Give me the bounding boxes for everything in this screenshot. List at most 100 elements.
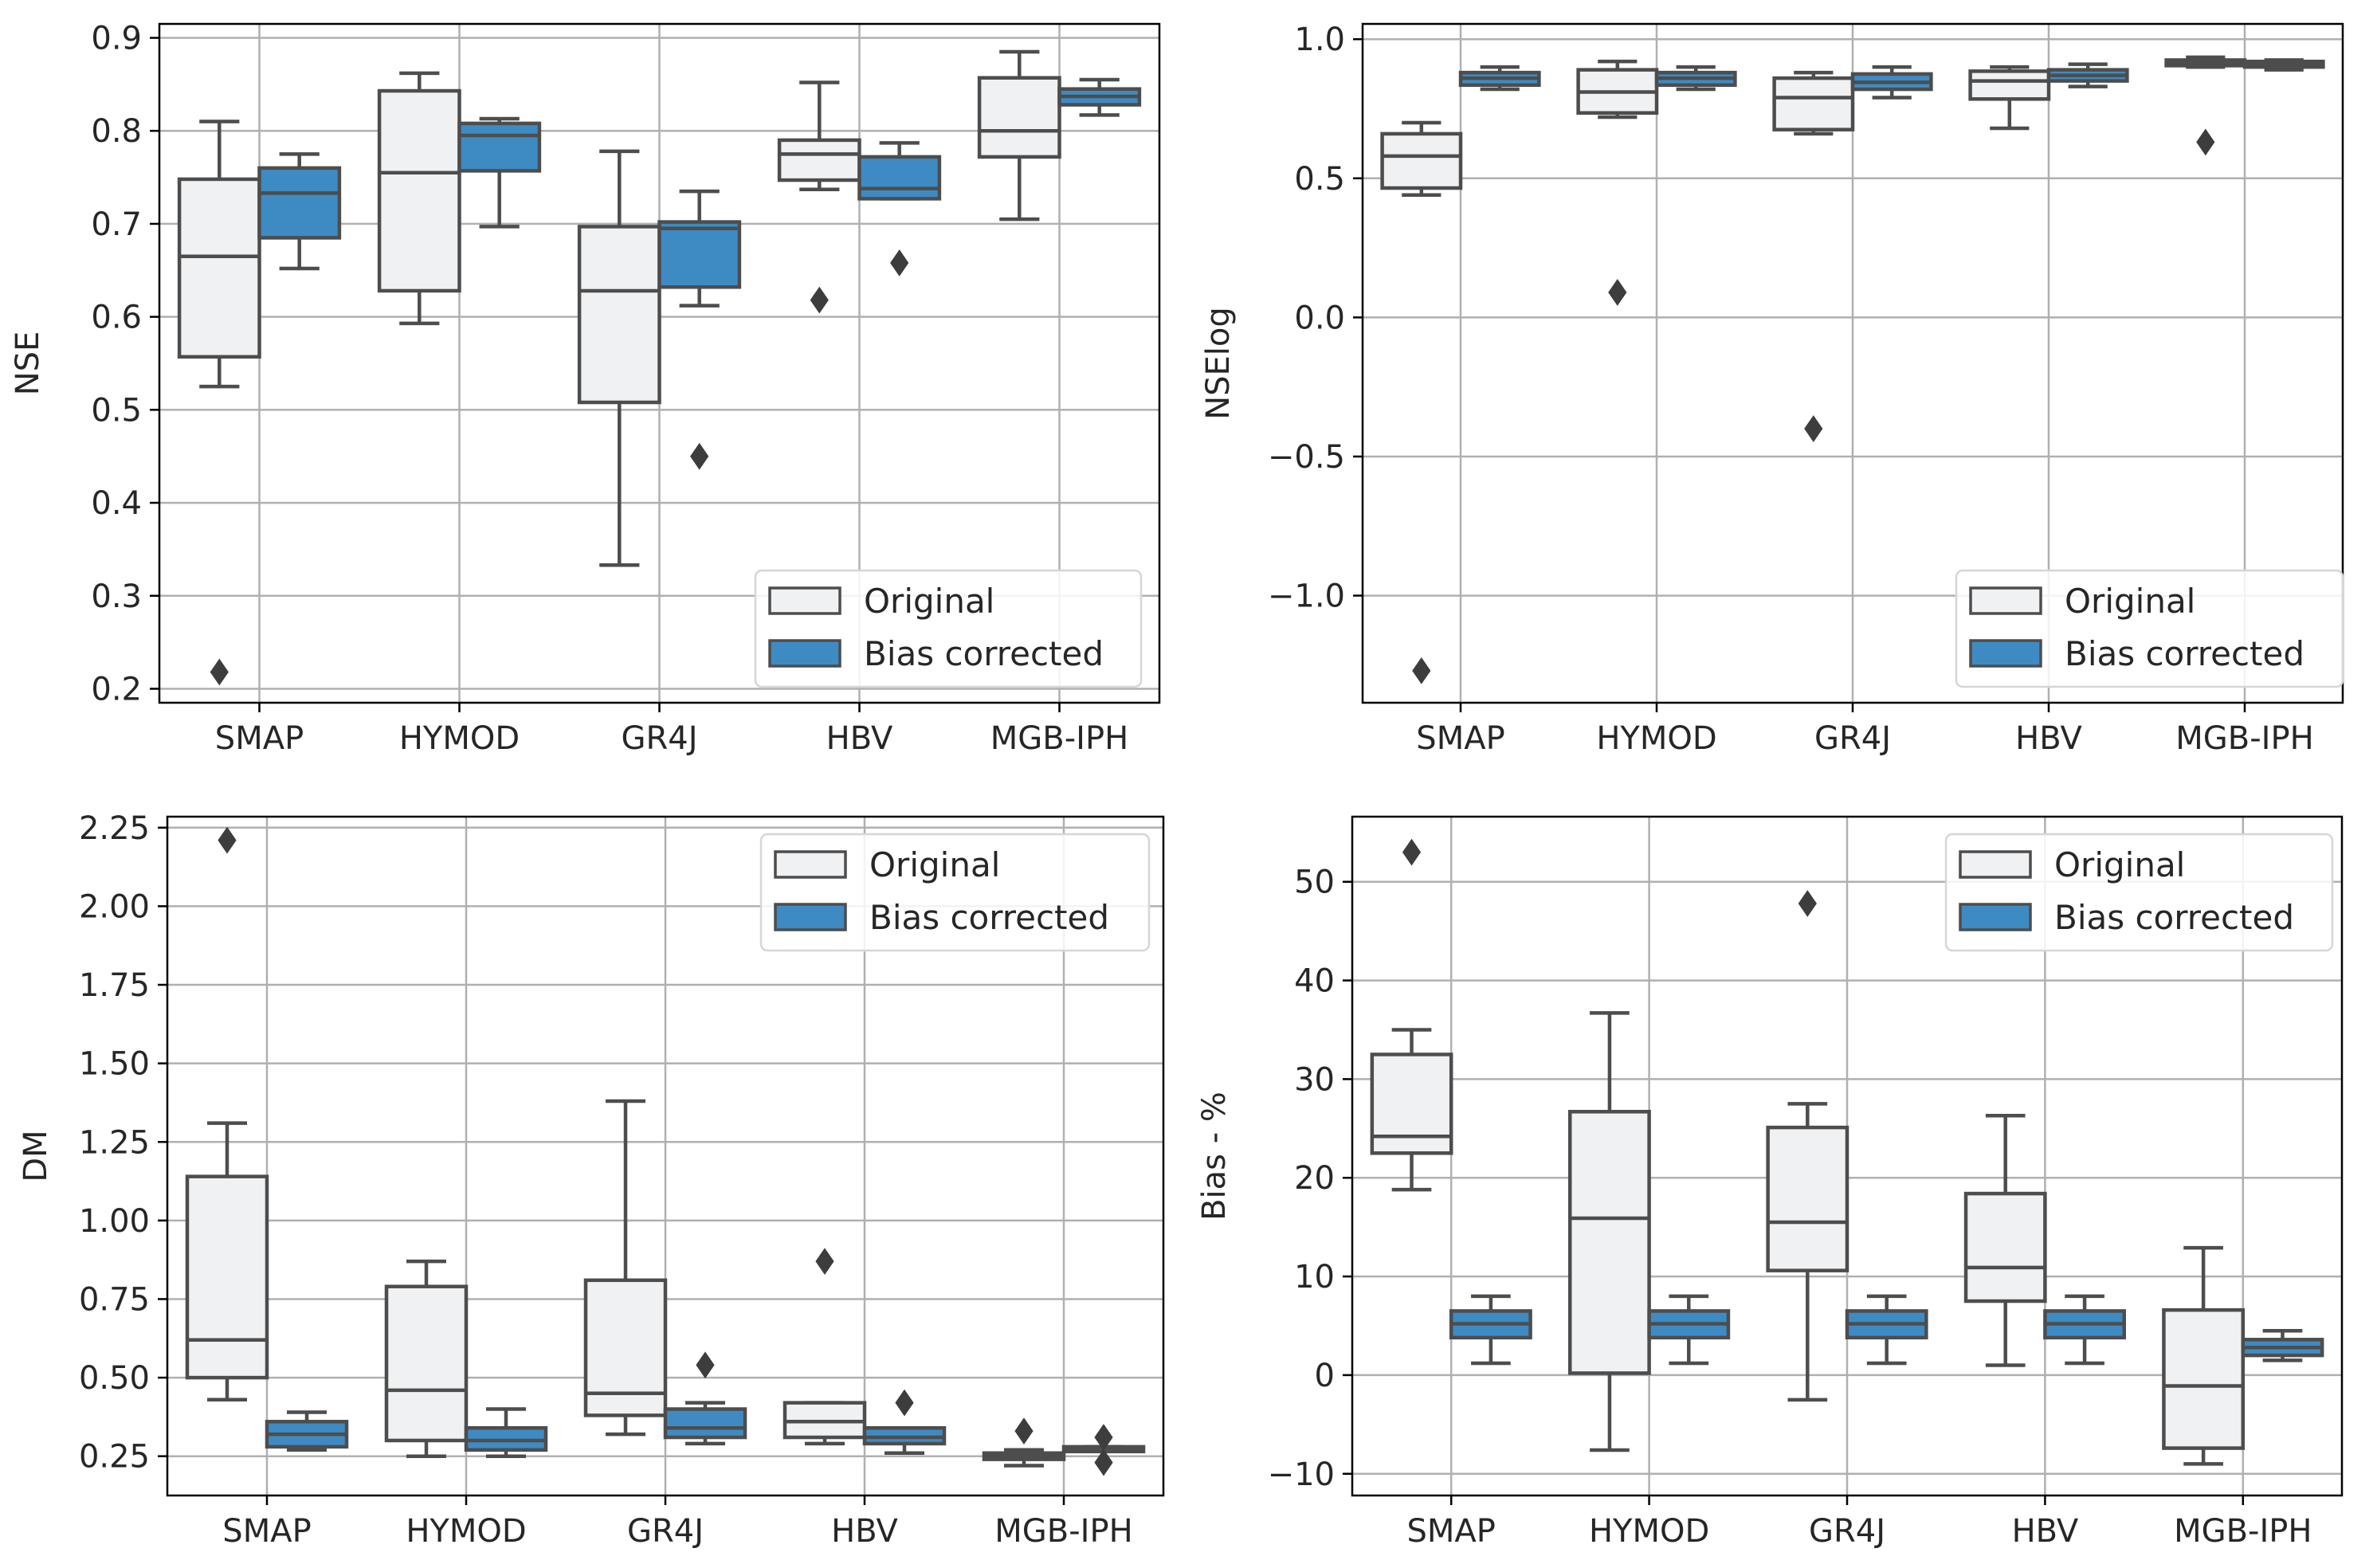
box-hymod-original — [384, 1259, 469, 1458]
y-tick-label: 1.50 — [79, 1046, 150, 1083]
legend-frame — [1955, 569, 2344, 688]
legend: Original Bias corrected — [1944, 833, 2334, 952]
box-hymod-bias-corrected — [464, 1407, 548, 1458]
y-axis-label: NSE — [10, 331, 46, 396]
outlier-marker — [890, 249, 909, 276]
y-tick-label: 50 — [1294, 864, 1335, 901]
x-tick-label: MGB-IPH — [994, 1513, 1132, 1550]
y-tick-label: 2.00 — [79, 888, 150, 925]
x-tick-label: MGB-IPH — [2174, 1513, 2312, 1550]
y-tick-label: 40 — [1294, 963, 1335, 1000]
box-smap-bias-corrected — [1458, 65, 1541, 92]
legend: Original Bias corrected — [754, 569, 1143, 688]
panel-2: −1.0 −0.5 0.0 0.5 1.0 SMAP HYMOD GR4J HBV MGB-IPH… — [1200, 22, 2344, 757]
boxes — [1380, 55, 2325, 684]
box-smap-original — [1380, 120, 1463, 684]
legend: Original Bias corrected — [1955, 569, 2344, 688]
boxes — [185, 826, 1146, 1476]
legend-swatch-original — [1969, 586, 2042, 615]
box-smap-bias-corrected — [1449, 1294, 1532, 1366]
x-tick-label: GR4J — [1814, 720, 1891, 757]
outlier-marker — [1402, 838, 1422, 866]
outlier-marker — [210, 658, 229, 686]
y-tick-label: −0.5 — [1268, 439, 1345, 476]
y-tick-label: 0.3 — [91, 578, 142, 615]
boxes — [1370, 838, 2324, 1466]
box-hbv-bias-corrected — [2046, 62, 2129, 88]
box-smap-original — [177, 120, 261, 686]
box-gr4j-original — [583, 1099, 668, 1437]
x-tick-label: SMAP — [1407, 1513, 1496, 1550]
legend-label-bias-corrected: Bias corrected — [869, 898, 1109, 937]
box-hbv-original — [777, 80, 861, 314]
outlier-marker — [690, 442, 709, 470]
iqr-box — [457, 121, 542, 173]
y-tick-label: 0 — [1315, 1358, 1335, 1394]
iqr-box — [663, 1407, 747, 1440]
box-gr4j-bias-corrected — [1850, 65, 1933, 100]
y-axis-label: NSElog — [1200, 307, 1237, 420]
y-axis: −1.0 −0.5 0.0 0.5 1.0 — [1268, 22, 1363, 615]
boxes — [177, 49, 1142, 686]
legend-frame — [754, 569, 1143, 688]
legend-swatch-original — [1959, 850, 2032, 879]
y-axis: 0.25 0.50 0.75 1.00 1.25 1.50 1.75 2.00 2.25 — [79, 810, 167, 1476]
iqr-box — [1766, 1125, 1849, 1272]
x-axis: SMAP HYMOD GR4J HBV MGB-IPH — [1416, 703, 2314, 757]
box-mgb-iph-bias-corrected — [1057, 77, 1142, 117]
legend-swatch-original — [768, 586, 841, 615]
y-tick-label: 1.75 — [79, 967, 150, 1004]
box-smap-bias-corrected — [257, 152, 342, 271]
box-mgb-iph-bias-corrected — [1061, 1424, 1146, 1476]
box-hbv-original — [1968, 65, 2051, 131]
iqr-box — [1567, 1110, 1651, 1375]
x-tick-label: GR4J — [621, 720, 697, 757]
box-hymod-original — [377, 71, 461, 326]
legend-frame — [1944, 833, 2334, 952]
box-hymod-bias-corrected — [1654, 65, 1737, 92]
x-tick-label: HBV — [831, 1513, 898, 1550]
outlier-marker — [1094, 1448, 1113, 1476]
legend-swatch-bias-corrected — [768, 639, 841, 668]
box-hymod-original — [1567, 1011, 1651, 1452]
box-mgb-iph-bias-corrected — [2241, 1328, 2324, 1362]
iqr-box — [377, 88, 461, 293]
iqr-box — [977, 76, 1061, 159]
box-hymod-bias-corrected — [1647, 1294, 1731, 1366]
iqr-box — [185, 1174, 269, 1380]
iqr-box — [2162, 1307, 2246, 1450]
box-gr4j-bias-corrected — [663, 1351, 747, 1446]
legend: Original Bias corrected — [759, 833, 1151, 952]
y-tick-label: 20 — [1294, 1160, 1335, 1197]
y-tick-label: 0.25 — [79, 1439, 150, 1476]
legend-label-original: Original — [2054, 845, 2185, 884]
box-hbv-original — [783, 1248, 867, 1446]
x-axis: SMAP HYMOD GR4J HBV MGB-IPH — [215, 703, 1128, 757]
iqr-box — [257, 166, 342, 240]
legend-swatch-bias-corrected — [774, 903, 847, 931]
x-tick-label: GR4J — [1809, 1513, 1885, 1550]
box-hbv-bias-corrected — [862, 1389, 947, 1455]
y-tick-label: 1.25 — [79, 1124, 150, 1161]
box-smap-original — [185, 826, 269, 1401]
iqr-box — [1772, 76, 1855, 131]
legend-label-original: Original — [864, 582, 994, 621]
box-hymod-bias-corrected — [457, 116, 542, 229]
legend-swatch-original — [774, 850, 847, 879]
outlier-marker — [810, 286, 829, 314]
y-tick-label: 0.6 — [91, 300, 142, 336]
outlier-marker — [1412, 657, 1431, 684]
iqr-box — [857, 155, 942, 201]
x-tick-label: GR4J — [627, 1513, 704, 1550]
iqr-box — [1968, 69, 2051, 101]
legend-label-original: Original — [869, 845, 1000, 884]
y-tick-label: 2.25 — [79, 810, 150, 847]
x-tick-label: MGB-IPH — [990, 720, 1128, 757]
y-axis: −10 0 10 20 30 40 50 — [1268, 864, 1352, 1493]
box-hbv-bias-corrected — [857, 141, 942, 276]
box-gr4j-original — [1766, 890, 1849, 1402]
legend-swatch-bias-corrected — [1959, 903, 2032, 931]
y-tick-label: 0.5 — [1294, 161, 1345, 198]
x-tick-label: SMAP — [1416, 720, 1504, 757]
